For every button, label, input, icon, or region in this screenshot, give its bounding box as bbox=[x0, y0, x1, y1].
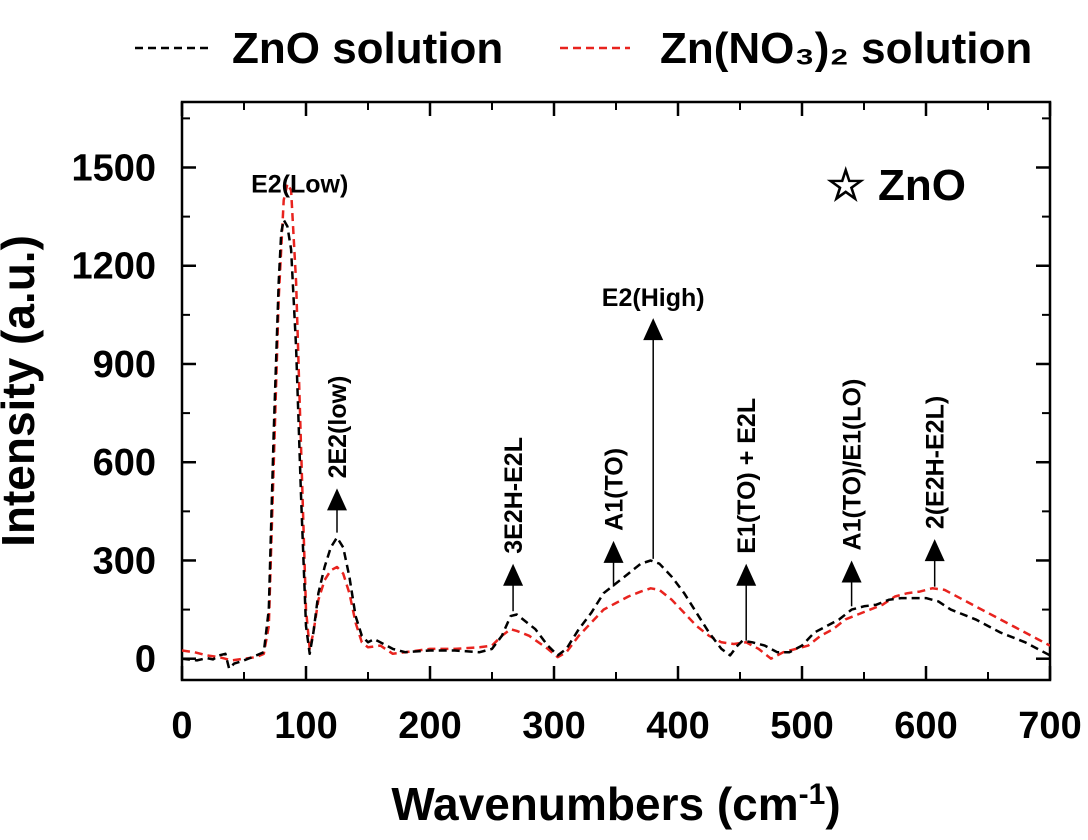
annotation-arrow-head-3 bbox=[603, 540, 624, 563]
annotation-arrow-head-4 bbox=[643, 318, 664, 341]
series-line-0 bbox=[182, 218, 1050, 670]
annotation-label-2: 3E2H-E2L bbox=[500, 437, 528, 554]
x-axis-title: Wavenumbers (cm-1) bbox=[391, 778, 840, 830]
annotation-arrow-head-1 bbox=[327, 488, 347, 511]
annotation-label-6: A1(TO)/E1(LO) bbox=[839, 379, 867, 551]
x-tick-label-300: 300 bbox=[522, 705, 585, 747]
x-tick-label-100: 100 bbox=[274, 705, 337, 747]
x-tick-label-700: 700 bbox=[1018, 705, 1081, 747]
annotation-arrow-head-5 bbox=[736, 563, 757, 586]
x-tick-label-500: 500 bbox=[770, 705, 833, 747]
legend-label-znno3: Zn(NO₃)₂ solution bbox=[660, 24, 1032, 73]
x-axis-title-close: ) bbox=[825, 778, 840, 830]
annotation-label-0: E2(Low) bbox=[251, 170, 348, 198]
x-tick-label-400: 400 bbox=[646, 705, 709, 747]
x-tick-label-0: 0 bbox=[171, 705, 192, 747]
y-tick-label-0: 0 bbox=[135, 639, 156, 681]
series-group bbox=[182, 182, 1050, 670]
y-tick-label-900: 900 bbox=[93, 344, 156, 386]
annotation-label-5: E1(TO) + E2L bbox=[733, 398, 761, 554]
y-axis-title: Intensity (a.u.) bbox=[0, 235, 44, 547]
y-tick-label-1200: 1200 bbox=[71, 246, 156, 288]
annotation-arrow-head-7 bbox=[924, 539, 945, 562]
annotation-arrow-head-6 bbox=[841, 560, 862, 583]
peak-annotations: E2(Low) 2E2(low) 3E2H-E2L A1(TO) E2(High) E1(… bbox=[251, 170, 950, 641]
legend: ZnO solution Zn(NO₃)₂ solution bbox=[135, 24, 1032, 73]
y-tick-label-300: 300 bbox=[93, 540, 156, 582]
y-tick-label-600: 600 bbox=[93, 442, 156, 484]
inset-label-zno: ZnO bbox=[878, 161, 966, 210]
annotation-label-1: 2E2(low) bbox=[324, 376, 352, 479]
annotation-label-3: A1(TO) bbox=[601, 448, 629, 531]
annotation-label-4: E2(High) bbox=[602, 284, 705, 312]
x-tick-label-200: 200 bbox=[398, 705, 461, 747]
y-tick-label-1500: 1500 bbox=[71, 147, 156, 189]
axis-ticks: 0 100 200 300 400 500 600 700 0 300 600 900 1200 1500 bbox=[71, 102, 1082, 747]
annotation-arrow-head-2 bbox=[503, 563, 524, 586]
annotation-label-7: 2(E2H-E2L) bbox=[922, 396, 950, 529]
x-axis-title-superscript: -1 bbox=[799, 778, 826, 811]
star-icon: ☆ bbox=[826, 161, 865, 210]
x-tick-label-600: 600 bbox=[894, 705, 957, 747]
series-line-1 bbox=[182, 182, 1050, 662]
legend-label-zno: ZnO solution bbox=[232, 24, 503, 73]
